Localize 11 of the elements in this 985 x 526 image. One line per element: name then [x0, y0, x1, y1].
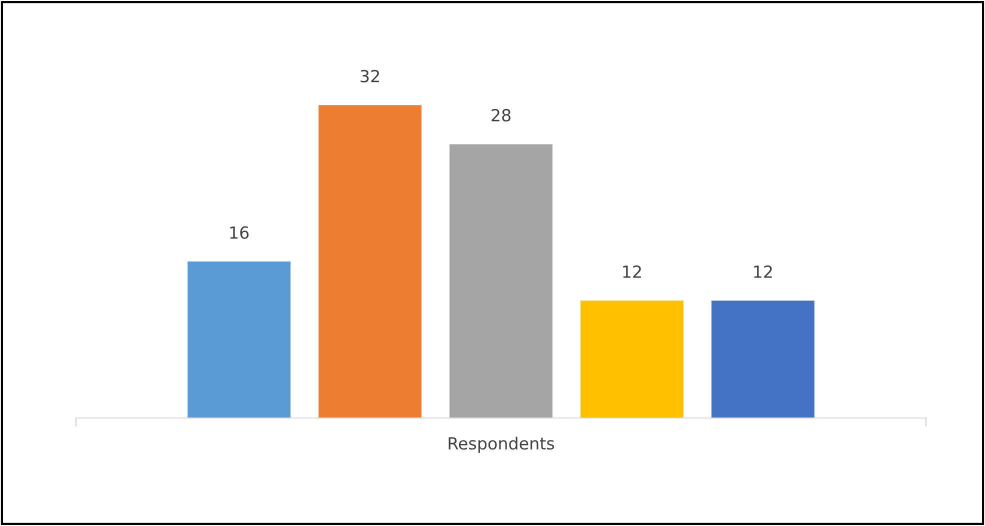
data-label: 32	[360, 70, 379, 82]
data-label: 12	[623, 265, 641, 278]
bar	[711, 300, 814, 418]
data-label: 16	[230, 226, 249, 239]
x-axis-title: Respondents	[448, 436, 554, 453]
bar	[318, 105, 422, 418]
data-label: 28	[492, 108, 510, 122]
bar	[450, 144, 552, 418]
bar	[188, 262, 291, 418]
data-label: 12	[754, 265, 772, 278]
bar	[580, 300, 684, 418]
